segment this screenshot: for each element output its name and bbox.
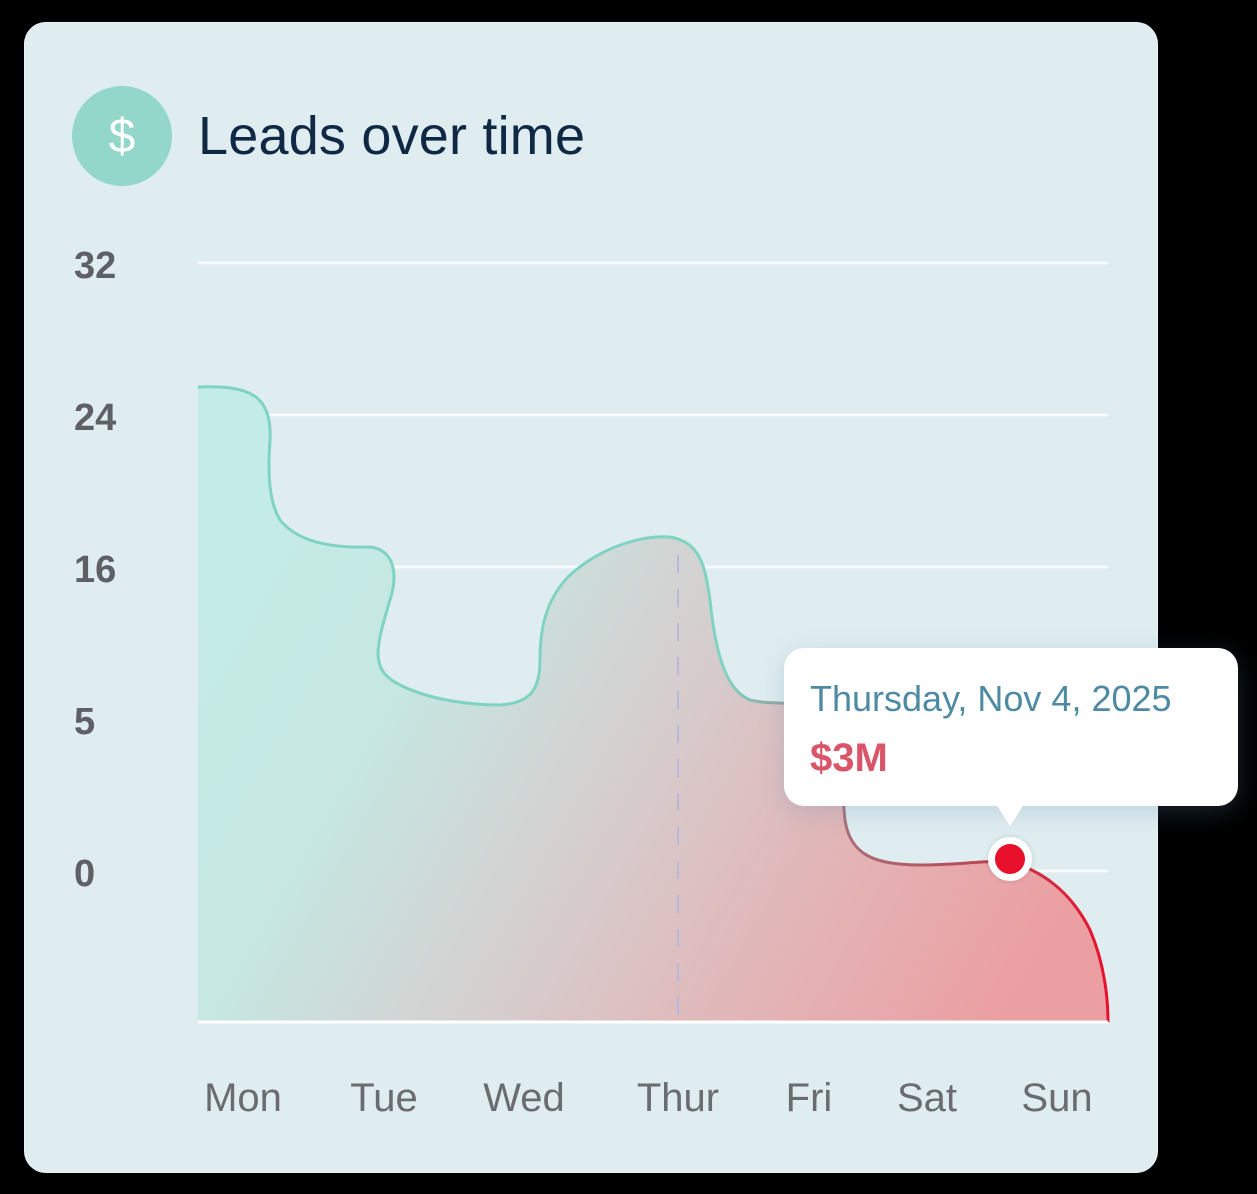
y-tick-label: 16 [74, 549, 117, 591]
x-tick-label: Thur [636, 1076, 720, 1120]
card-header: $ Leads over time [72, 86, 585, 186]
x-tick-label: Fri [785, 1076, 833, 1120]
x-tick-label: Mon [204, 1076, 282, 1120]
y-tick-label: 0 [74, 853, 96, 895]
x-tick-label: Sun [1021, 1076, 1093, 1120]
y-tick-label: 32 [74, 245, 117, 287]
y-tick-label: 5 [74, 701, 96, 743]
y-tick-label: 24 [74, 397, 117, 439]
x-tick-label: Wed [483, 1076, 565, 1120]
highlighted-data-point[interactable] [988, 837, 1032, 881]
area-line [197, 385, 1110, 1023]
x-tick-label: Sat [896, 1076, 958, 1120]
area-fill [198, 386, 1108, 1022]
tooltip-date: Thursday, Nov 4, 2025 [810, 678, 1172, 719]
tooltip-value: $3M [810, 736, 888, 780]
x-tick-label: Tue [350, 1076, 418, 1120]
data-tooltip: Thursday, Nov 4, 2025 $3M [784, 648, 1238, 826]
dollar-icon: $ [72, 86, 172, 186]
chart-title: Leads over time [198, 106, 586, 166]
